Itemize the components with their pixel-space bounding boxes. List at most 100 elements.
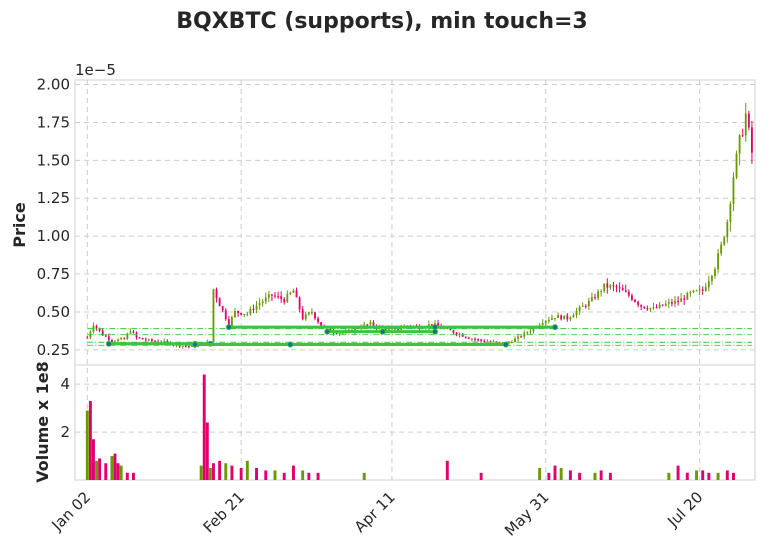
volume-bar bbox=[362, 472, 366, 480]
candle-body bbox=[529, 331, 532, 333]
candle-body bbox=[658, 304, 661, 308]
candle-body bbox=[117, 339, 119, 342]
candle-body bbox=[667, 302, 670, 304]
candle-body bbox=[671, 302, 673, 304]
candle-body bbox=[624, 290, 627, 292]
x-tick-label: May 31 bbox=[501, 488, 553, 540]
candle-body bbox=[227, 319, 230, 326]
candle-body bbox=[698, 289, 701, 291]
volume-bar bbox=[282, 472, 286, 480]
volume-bars bbox=[85, 374, 735, 480]
candle-body bbox=[514, 338, 516, 343]
candle-body bbox=[600, 291, 603, 293]
volume-bar bbox=[230, 465, 234, 480]
candle-body bbox=[492, 341, 495, 343]
candle-body bbox=[101, 330, 104, 336]
candle-body bbox=[289, 292, 292, 295]
volume-bar bbox=[218, 460, 222, 480]
candle-body bbox=[147, 339, 150, 341]
volume-bar bbox=[301, 470, 305, 480]
price-tick-label: 0.75 bbox=[37, 265, 70, 283]
candle-body bbox=[664, 303, 667, 306]
candle-body bbox=[726, 222, 729, 238]
candle-body bbox=[255, 305, 258, 310]
volume-bar bbox=[104, 463, 108, 480]
candle-body bbox=[384, 328, 387, 331]
candle-body bbox=[329, 327, 332, 332]
volume-bar bbox=[445, 460, 449, 480]
touch-point bbox=[191, 341, 198, 348]
candle-body bbox=[274, 295, 276, 297]
volume-bar bbox=[119, 465, 123, 480]
candle-body bbox=[104, 335, 107, 337]
candle-body bbox=[566, 315, 569, 320]
candle-body bbox=[751, 127, 753, 153]
candle-body bbox=[335, 332, 338, 334]
candle-body bbox=[280, 296, 283, 299]
price-tick-label: 0.50 bbox=[37, 303, 70, 321]
candle-body bbox=[618, 287, 621, 289]
volume-panel bbox=[74, 364, 756, 481]
price-tick-label: 1.00 bbox=[37, 227, 70, 245]
volume-bar bbox=[479, 472, 483, 480]
volume-bar bbox=[116, 463, 120, 480]
candle-body bbox=[307, 312, 310, 315]
volume-tick-label: 4 bbox=[60, 375, 70, 393]
candle-body bbox=[732, 177, 735, 204]
candle-body bbox=[547, 319, 550, 321]
candle-body bbox=[655, 307, 658, 309]
candle-body bbox=[609, 285, 612, 288]
candle-body bbox=[621, 288, 624, 291]
candle-body bbox=[224, 310, 227, 320]
candle-body bbox=[387, 328, 390, 331]
candle-body bbox=[704, 287, 707, 291]
candle-body bbox=[683, 298, 686, 300]
candle-body bbox=[578, 306, 581, 311]
candle-body bbox=[594, 297, 596, 299]
candle-body bbox=[258, 303, 261, 306]
price-tick-label: 1.75 bbox=[37, 113, 70, 131]
volume-bar bbox=[255, 468, 258, 480]
candle-body bbox=[366, 324, 369, 326]
volume-bar bbox=[608, 472, 612, 480]
volume-bar bbox=[95, 460, 98, 480]
candle-body bbox=[187, 346, 190, 348]
touch-point bbox=[502, 341, 509, 348]
candle-body bbox=[221, 306, 224, 311]
candle-body bbox=[643, 306, 646, 309]
candle-body bbox=[354, 327, 356, 332]
candle-body bbox=[243, 313, 246, 315]
touch-point bbox=[225, 324, 232, 331]
candle-body bbox=[452, 330, 455, 333]
candle-body bbox=[107, 336, 110, 341]
candle-body bbox=[154, 341, 156, 343]
candle-body bbox=[271, 294, 273, 296]
candle-body bbox=[729, 203, 732, 223]
candle-body bbox=[212, 289, 215, 343]
volume-bar bbox=[568, 470, 572, 480]
candle-body bbox=[674, 300, 676, 304]
candle-body bbox=[711, 275, 713, 281]
support-lines bbox=[105, 324, 559, 348]
candle-body bbox=[166, 340, 169, 343]
candle-body bbox=[397, 328, 399, 330]
candle-body bbox=[714, 269, 716, 276]
volume-bar bbox=[199, 465, 203, 480]
candle-body bbox=[471, 338, 473, 340]
candle-body bbox=[480, 339, 483, 341]
candle-body bbox=[431, 324, 433, 326]
candle-body bbox=[231, 317, 233, 326]
candle-body bbox=[295, 290, 298, 298]
volume-bar bbox=[578, 472, 582, 480]
candle-body bbox=[584, 305, 587, 307]
candle-body bbox=[163, 340, 166, 343]
candle-body bbox=[649, 308, 652, 310]
volume-bar bbox=[667, 472, 671, 480]
candle-body bbox=[591, 297, 593, 301]
candle-body bbox=[597, 291, 599, 299]
candle-body bbox=[572, 315, 575, 318]
volume-bar bbox=[85, 410, 89, 480]
volume-tick-label: 2 bbox=[60, 423, 70, 441]
candle-body bbox=[686, 292, 689, 300]
candle-body bbox=[449, 328, 452, 331]
